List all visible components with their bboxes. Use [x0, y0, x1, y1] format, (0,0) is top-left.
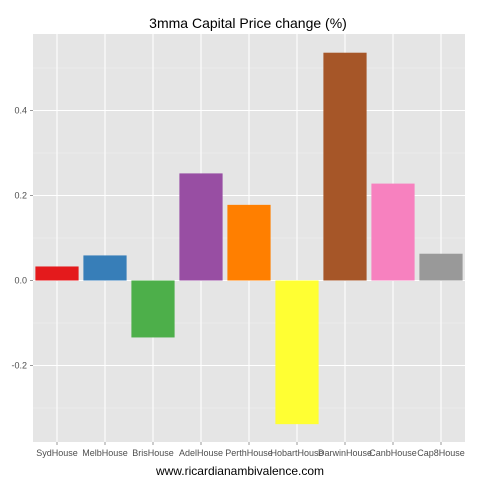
x-tick-label: Cap8House: [417, 448, 465, 458]
bar-SydHouse: [35, 266, 79, 281]
y-tick-label: 0.2: [14, 191, 27, 201]
source-caption: www.ricardianambivalence.com: [155, 464, 324, 478]
x-tick-label: MelbHouse: [82, 448, 128, 458]
bar-PerthHouse: [227, 204, 271, 281]
y-tick-label: -0.2: [11, 361, 27, 371]
x-tick-label: HobartHouse: [270, 448, 323, 458]
chart-title: 3mma Capital Price change (%): [149, 15, 347, 31]
x-tick-label: DarwinHouse: [318, 448, 372, 458]
bar-AdelHouse: [179, 173, 223, 281]
bar-MelbHouse: [83, 255, 127, 281]
x-tick-label: AdelHouse: [179, 448, 223, 458]
x-axis-ticks: SydHouse MelbHouse BrisHouse AdelHouse Perth…: [36, 442, 465, 458]
y-tick-label: 0.0: [14, 276, 27, 286]
x-tick-label: PerthHouse: [225, 448, 273, 458]
bar-DarwinHouse: [323, 52, 367, 281]
bars: [35, 52, 463, 425]
x-tick-label: SydHouse: [36, 448, 78, 458]
x-tick-label: CanbHouse: [369, 448, 417, 458]
bar-HobartHouse: [275, 280, 319, 425]
bar-Cap8House: [419, 253, 463, 281]
bar-CanbHouse: [371, 183, 415, 281]
bar-BrisHouse: [131, 280, 175, 338]
y-axis-ticks: -0.2 0.0 0.2 0.4: [11, 106, 33, 371]
x-tick-label: BrisHouse: [132, 448, 174, 458]
y-tick-label: 0.4: [14, 106, 27, 116]
